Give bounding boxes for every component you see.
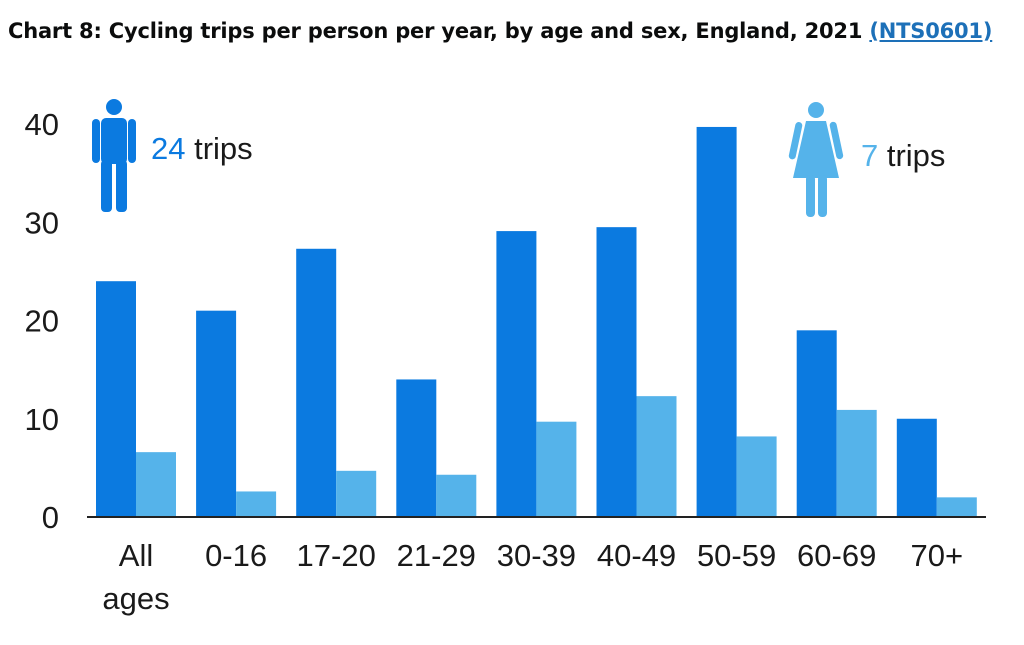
y-tick-label: 10 [25,402,59,437]
bar-female [936,497,977,517]
bar-female [236,491,277,517]
x-category-label-line: 21-29 [397,538,476,573]
x-category-label-line: 60-69 [797,538,876,573]
chart-title: Chart 8: Cycling trips per person per ye… [8,19,992,43]
x-category-label: 0-16 [205,538,267,573]
bar-female [136,452,176,517]
x-category-label: 40-49 [597,538,676,573]
legend-male-text: 24 trips [151,131,253,166]
x-category-label: 30-39 [497,538,576,573]
bar-male [196,310,237,517]
bar-male [896,418,937,517]
bar-male [796,330,837,517]
legend-male-label: trips [185,131,252,166]
x-category-label: 60-69 [797,538,876,573]
x-category-label-line: 0-16 [205,538,267,573]
legend-male: 24 trips [92,99,253,212]
bar-female [336,470,377,517]
nts0601-link[interactable]: (NTS0601) [869,19,993,43]
x-category-label: All ages [102,538,169,616]
bar-female [536,421,577,517]
chart-title-text: Chart 8: Cycling trips per person per ye… [8,19,863,43]
y-tick-label: 40 [25,107,59,142]
female-figure-icon [788,102,844,217]
bars [96,126,977,517]
x-category-label-line: All [119,538,153,573]
x-category-label-line: 50-59 [697,538,776,573]
bar-male [296,248,337,517]
bar-female [736,436,777,517]
legend-male-number: 24 [151,131,185,166]
bar-male [496,231,537,517]
x-category-label-line: 40-49 [597,538,676,573]
legend-female-label: trips [878,138,945,173]
x-category-label: 50-59 [697,538,776,573]
bar-female [836,409,877,517]
x-category-label: 17-20 [297,538,376,573]
x-category-label-line: 70+ [911,538,964,573]
legend-female-text: 7 trips [861,138,945,173]
x-category-label-line: ages [102,581,169,616]
bar-female [636,396,677,517]
y-tick-label: 20 [25,304,59,339]
bar-male [696,126,737,517]
category-labels: All ages 0-16 17-20 21-29 30-39 40-49 50-59 60-6… [102,538,963,616]
x-category-label-line: 30-39 [497,538,576,573]
bar-male [96,281,136,517]
bar-female [436,474,477,517]
bar-male [596,227,637,517]
male-figure-icon [92,99,136,212]
y-tick-label: 0 [42,500,59,535]
bar-male [396,379,437,517]
legend-female: 7 trips [788,102,945,217]
legend-female-number: 7 [861,138,878,173]
y-tick-label: 30 [25,205,59,240]
x-category-label: 21-29 [397,538,476,573]
x-category-label: 70+ [911,538,964,573]
y-axis-ticks: 0 10 20 30 40 [25,107,59,535]
x-category-label-line: 17-20 [297,538,376,573]
